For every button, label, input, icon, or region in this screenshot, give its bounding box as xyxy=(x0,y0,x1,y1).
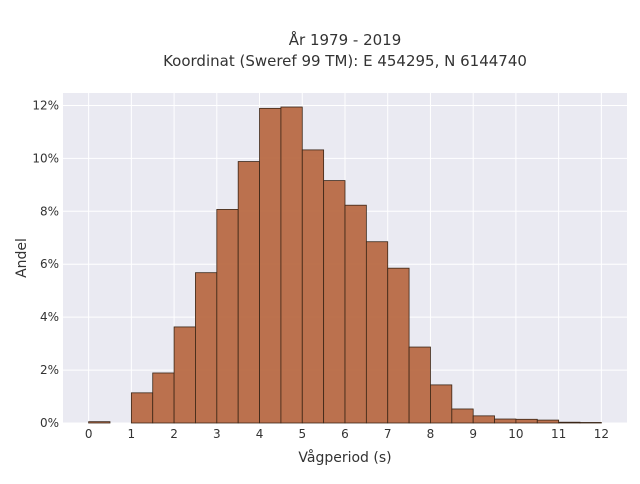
y-tick-labels: 0% 2% 4% 6% 8% 10% 12% xyxy=(32,98,59,430)
histogram-bar xyxy=(536,419,560,424)
y-tick-label: 12% xyxy=(32,98,59,112)
histogram-bar xyxy=(280,106,303,424)
x-tick-label: 2 xyxy=(170,427,178,441)
histogram-bar xyxy=(130,392,154,424)
chart-title-line2: Koordinat (Sweref 99 TM): E 454295, N 61… xyxy=(163,52,527,70)
y-tick-label: 4% xyxy=(40,310,59,324)
x-tick-labels: 0 1 2 3 4 5 6 7 8 9 10 11 12 xyxy=(85,427,609,441)
x-tick-label: 11 xyxy=(551,427,566,441)
histogram-bar xyxy=(472,415,495,424)
x-tick-label: 1 xyxy=(128,427,136,441)
histogram-bar xyxy=(430,384,453,424)
y-axis-label: Andel xyxy=(14,238,30,278)
histogram-bar xyxy=(216,209,239,424)
y-tick-label: 6% xyxy=(40,257,59,271)
x-tick-label: 12 xyxy=(594,427,609,441)
x-tick-label: 0 xyxy=(85,427,93,441)
histogram-bar xyxy=(494,418,517,424)
histogram-bar xyxy=(558,421,581,424)
histogram-bar xyxy=(323,180,346,424)
histogram-bar xyxy=(195,272,218,424)
histogram-bar xyxy=(344,204,367,424)
histogram-bar xyxy=(408,346,431,424)
histogram-bar xyxy=(259,107,282,424)
y-tick-label: 10% xyxy=(32,151,59,165)
bars xyxy=(88,106,602,424)
histogram-bar xyxy=(301,149,325,424)
x-tick-label: 4 xyxy=(256,427,264,441)
histogram-bar xyxy=(152,372,175,424)
histogram-bar xyxy=(515,418,538,424)
x-tick-label: 6 xyxy=(341,427,349,441)
histogram-bar xyxy=(365,241,389,424)
histogram-bar xyxy=(451,408,474,424)
y-tick-label: 2% xyxy=(40,363,59,377)
y-tick-label: 0% xyxy=(40,416,59,430)
histogram-bar xyxy=(237,161,260,424)
x-axis-label: Vågperiod (s) xyxy=(298,449,391,466)
histogram-bar xyxy=(387,267,410,424)
x-tick-label: 7 xyxy=(384,427,392,441)
x-tick-label: 9 xyxy=(469,427,477,441)
y-tick-label: 8% xyxy=(40,204,59,218)
histogram-bar xyxy=(173,326,196,424)
chart-title-line1: År 1979 - 2019 xyxy=(289,30,402,49)
x-tick-label: 5 xyxy=(298,427,306,441)
x-tick-label: 3 xyxy=(213,427,221,441)
x-tick-label: 10 xyxy=(508,427,523,441)
histogram-bar xyxy=(579,422,602,424)
x-tick-label: 8 xyxy=(427,427,435,441)
histogram-bar xyxy=(88,421,111,424)
